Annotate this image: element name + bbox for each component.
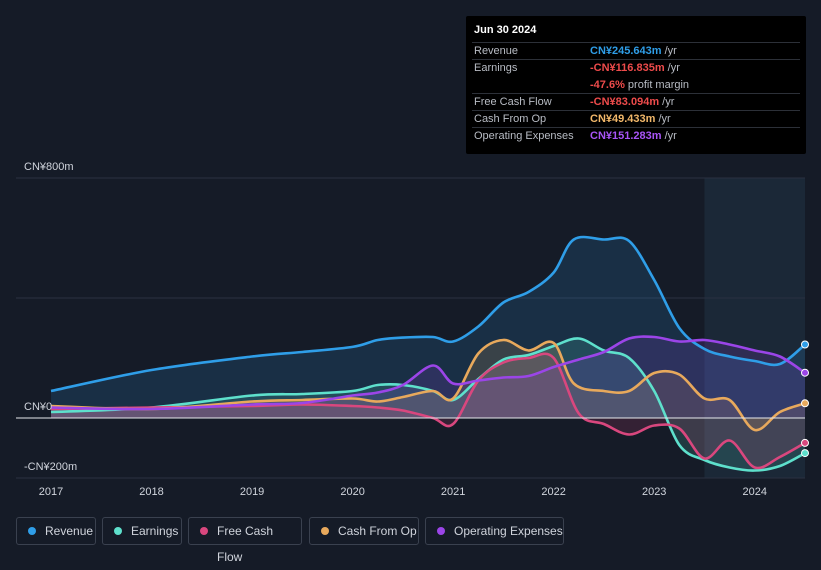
tooltip-unit: /yr (655, 113, 671, 125)
y-axis-labels: CN¥800m CN¥0 -CN¥200m (24, 161, 77, 473)
earnings-dot-icon (114, 527, 122, 535)
tooltip-unit: /yr (661, 130, 677, 142)
tooltip-row-profit-margin: -47.6% profit margin (466, 76, 806, 93)
earnings-area (51, 338, 805, 471)
tooltip-unit: /yr (664, 62, 680, 74)
tooltip-row-earnings: Earnings -CN¥116.835m /yr (466, 59, 806, 76)
legend-item-revenue[interactable]: Revenue (16, 517, 96, 545)
series-areas (51, 237, 805, 471)
y-tick-label: -CN¥200m (24, 461, 77, 473)
tooltip-label: Operating Expenses (474, 130, 574, 142)
highlight-region (704, 178, 805, 478)
operating-expenses-area (51, 336, 805, 418)
earnings-line (50, 337, 806, 472)
free-cash-flow-dot-icon (200, 527, 208, 535)
tooltip-value: CN¥49.433m (590, 113, 656, 125)
cash-from-op-area (51, 339, 805, 431)
revenue-area (51, 237, 805, 418)
free-cash-flow-area (51, 353, 805, 469)
tooltip-value: CN¥151.283m (590, 130, 662, 142)
x-tick-label: 2021 (441, 486, 465, 498)
series-endpoints (801, 340, 809, 458)
tooltip-unit: /yr (661, 45, 677, 57)
tooltip-label: Revenue (474, 45, 519, 57)
tooltip-value: -CN¥83.094m (590, 96, 660, 108)
legend-item-earnings[interactable]: Earnings (102, 517, 182, 545)
tooltip-label: Cash From Op (474, 113, 547, 125)
revenue-endpoint (801, 340, 809, 349)
operating-expenses-dot-icon (437, 527, 445, 535)
tooltip-label: Free Cash Flow (474, 96, 552, 108)
legend-label: Earnings (131, 524, 179, 538)
earnings-endpoint (801, 449, 809, 458)
tooltip-unit: /yr (659, 96, 675, 108)
legend-label: Operating Expenses (454, 524, 563, 538)
cash-from-op-line (50, 338, 806, 432)
operating-expenses-line (50, 335, 806, 411)
free-cash-flow-endpoint (801, 438, 809, 447)
revenue-dot-icon (28, 527, 36, 535)
tooltip-value: -47.6% (590, 79, 625, 91)
y-tick-label: CN¥800m (24, 161, 74, 173)
legend-label: Revenue (45, 524, 94, 538)
tooltip-value: CN¥245.643m (590, 45, 662, 57)
series-lines (50, 235, 806, 472)
tooltip-label: Earnings (474, 62, 518, 74)
legend-item-cash-from-op[interactable]: Cash From Op (309, 517, 419, 545)
tooltip-unit: profit margin (624, 79, 690, 91)
tooltip-row-operating-expenses: Operating Expenses CN¥151.283m /yr (466, 127, 806, 144)
tooltip-row-revenue: Revenue CN¥245.643m /yr (466, 42, 806, 59)
x-axis-labels: 2017 2018 2019 2020 2021 2022 2023 2024 (39, 486, 767, 498)
x-tick-label: 2022 (541, 486, 565, 498)
gridlines (16, 177, 805, 479)
x-tick-label: 2023 (642, 486, 666, 498)
x-tick-label: 2018 (139, 486, 163, 498)
tooltip-row-free-cash-flow: Free Cash Flow -CN¥83.094m /yr (466, 93, 806, 110)
tooltip-row-cash-from-op: Cash From Op CN¥49.433m /yr (466, 110, 806, 127)
tooltip-value: -CN¥116.835m (590, 62, 665, 74)
cash-from-op-endpoint (801, 399, 809, 408)
legend-item-free-cash-flow[interactable]: Free Cash Flow (188, 517, 302, 564)
x-tick-label: 2019 (240, 486, 264, 498)
x-tick-label: 2017 (39, 486, 63, 498)
legend-item-operating-expenses[interactable]: Operating Expenses (425, 517, 564, 545)
y-tick-label: CN¥0 (24, 401, 52, 413)
operating-expenses-endpoint (801, 368, 809, 377)
free-cash-flow-line (50, 352, 806, 470)
x-tick-label: 2024 (742, 486, 766, 498)
x-tick-label: 2020 (340, 486, 364, 498)
tooltip: Jun 30 2024 Revenue CN¥245.643m /yr Earn… (466, 16, 806, 154)
cash-from-op-dot-icon (321, 527, 329, 535)
tooltip-date: Jun 30 2024 (474, 24, 537, 36)
legend-label: Cash From Op (338, 524, 417, 538)
revenue-line (50, 235, 806, 393)
